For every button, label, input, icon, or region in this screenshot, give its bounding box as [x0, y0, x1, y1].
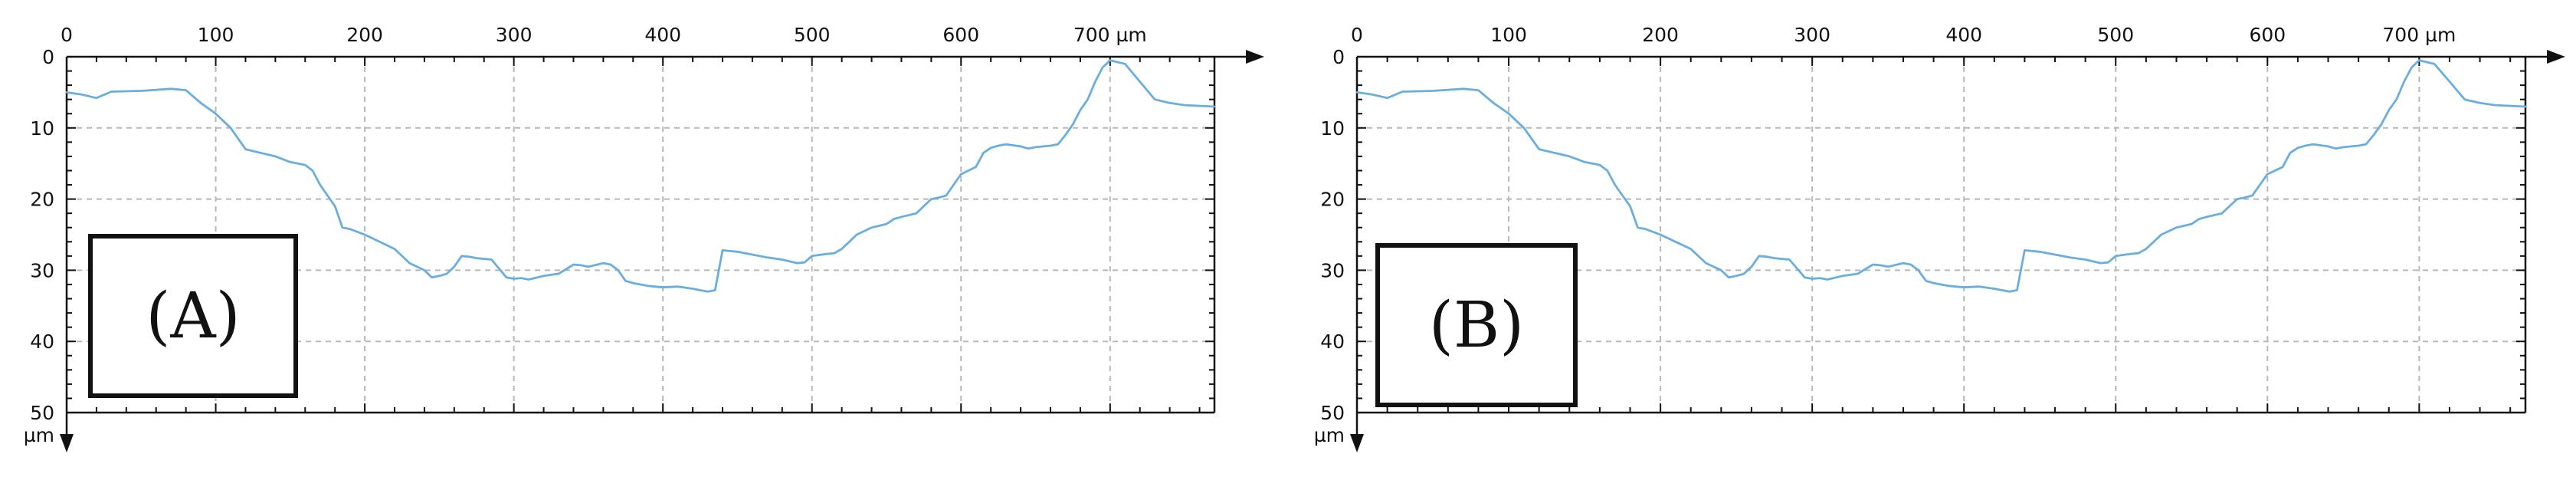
y-tick-label: 20	[1320, 189, 1345, 211]
x-tick-label: 200	[1642, 24, 1679, 46]
y-axis-arrow-icon	[1350, 434, 1364, 452]
panel-label: (B)	[1429, 289, 1524, 362]
x-tick-label: 200	[346, 24, 383, 46]
x-tick-label: 500	[794, 24, 831, 46]
x-tick-label: 600	[942, 24, 979, 46]
x-tick-label: 500	[2097, 24, 2134, 46]
series-line-profile	[1355, 59, 2527, 293]
x-tick-label: 0	[1351, 24, 1363, 46]
panel-label: (A)	[146, 280, 240, 353]
y-unit-label: µm	[1314, 424, 1345, 446]
x-tick-label: 300	[496, 24, 533, 46]
y-tick-label: 30	[30, 259, 54, 281]
x-tick-label: 700 µm	[1073, 24, 1147, 46]
series-line-profile	[65, 59, 1216, 293]
x-tick-label: 300	[1794, 24, 1830, 46]
panel-label-box	[88, 234, 298, 398]
x-tick-label: 100	[198, 24, 234, 46]
y-axis-arrow-icon	[60, 434, 74, 452]
x-tick-label: 600	[2249, 24, 2286, 46]
y-tick-label: 50	[30, 402, 54, 424]
y-tick-label: 10	[30, 117, 54, 140]
x-tick-label: 700 µm	[2382, 24, 2456, 46]
y-tick-label: 40	[30, 331, 54, 353]
x-tick-label: 100	[1490, 24, 1527, 46]
y-tick-label: 10	[1320, 117, 1345, 140]
x-tick-label: 0	[61, 24, 73, 46]
panel-label-box	[1375, 243, 1578, 407]
y-tick-label: 40	[1320, 331, 1345, 353]
y-unit-label: µm	[24, 424, 54, 446]
y-tick-label: 30	[1320, 259, 1345, 281]
y-tick-label: 50	[1320, 402, 1345, 424]
x-tick-label: 400	[644, 24, 681, 46]
y-tick-label: 0	[1332, 46, 1345, 68]
y-tick-label: 20	[30, 189, 54, 211]
x-axis-arrow-icon	[2547, 50, 2565, 64]
x-tick-label: 400	[1945, 24, 1982, 46]
y-tick-label: 0	[42, 46, 54, 68]
x-axis-arrow-icon	[1246, 50, 1264, 64]
